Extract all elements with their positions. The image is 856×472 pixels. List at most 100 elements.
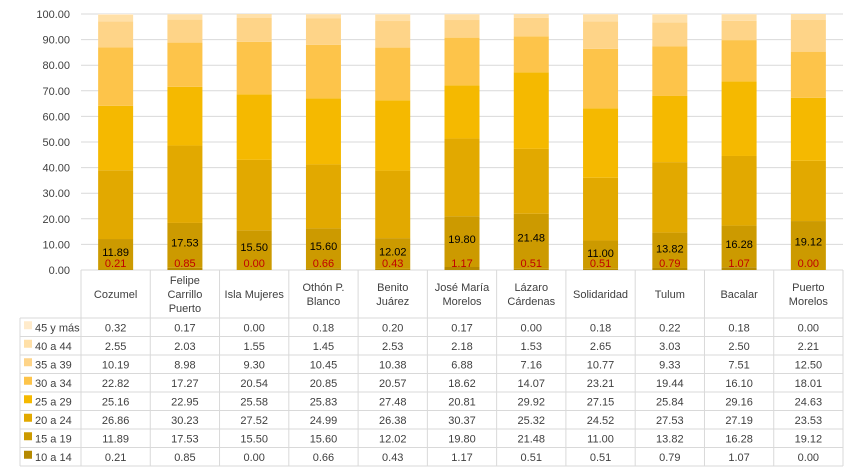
bar-segment-20-a-24 [305, 164, 341, 229]
table-cell: 25.58 [240, 396, 268, 408]
table-cell: 16.10 [725, 378, 753, 390]
bar-segment-15-a-19 [790, 221, 826, 270]
table-cell: 0.79 [659, 452, 680, 464]
table-cell: 10.45 [310, 359, 338, 371]
legend-key [24, 413, 32, 422]
legend-label: 45 y más [35, 322, 80, 334]
table-cell: 0.20 [382, 322, 403, 334]
table-cell: 0.22 [659, 322, 680, 334]
bar-segment-35-a-39 [583, 21, 619, 49]
table-cell: 27.53 [656, 415, 684, 427]
data-label-15-19: 19.12 [795, 237, 823, 249]
bar-segment-30-a-34 [513, 36, 549, 73]
table-cell: 27.19 [725, 415, 753, 427]
table-cell: 20.81 [448, 396, 476, 408]
table-cell: 0.00 [798, 452, 819, 464]
data-label-10-14: 0.43 [382, 258, 403, 270]
legend-key [24, 321, 32, 330]
bar-segment-25-a-29 [167, 86, 203, 146]
table-cell: 20.54 [240, 378, 268, 390]
bar-segment-25-a-29 [790, 97, 826, 161]
legend-key [24, 358, 32, 367]
table-cell: 25.84 [656, 396, 684, 408]
table-cell: 0.17 [174, 322, 195, 334]
bar-segment-25-a-29 [236, 94, 272, 160]
table-cell: 19.44 [656, 378, 684, 390]
legend-key [24, 395, 32, 404]
bar-segment-20-a-24 [721, 155, 757, 226]
y-tick-label: 70.00 [42, 86, 70, 98]
y-tick-label: 50.00 [42, 137, 70, 149]
bar-segment-10-a-14 [444, 267, 480, 270]
table-cell: 0.43 [382, 452, 403, 464]
y-tick-label: 40.00 [42, 163, 70, 175]
table-cell: 0.21 [105, 452, 126, 464]
bar-segment-20-a-24 [583, 177, 619, 241]
table-cell: 10.38 [379, 359, 407, 371]
table-cell: 14.07 [518, 378, 546, 390]
table-cell: 15.60 [310, 433, 338, 445]
data-label-10-14: 0.79 [659, 258, 680, 270]
table-cell: 0.00 [243, 322, 264, 334]
category-label: Puerto [169, 303, 201, 315]
table-cell: 2.53 [382, 341, 403, 353]
bar-segment-40-a-44 [721, 14, 757, 21]
bar-segment-40-a-44 [513, 14, 549, 18]
category-label: José María [435, 282, 490, 294]
table-cell: 19.80 [448, 433, 476, 445]
table-cell: 24.52 [587, 415, 615, 427]
bar-segment-10-a-14 [721, 267, 757, 270]
table-cell: 17.27 [171, 378, 199, 390]
bar-segment-20-a-24 [236, 159, 272, 231]
table-cell: 0.18 [313, 322, 334, 334]
bar-segment-40-a-44 [583, 14, 619, 22]
legend-key [24, 432, 32, 441]
table-cell: 0.85 [174, 452, 195, 464]
bar-segment-30-a-34 [375, 47, 411, 101]
bar-segment-40-a-44 [167, 14, 203, 20]
data-label-10-14: 0.85 [174, 258, 195, 270]
bar-segment-25-a-29 [98, 105, 134, 171]
bar-segment-45-y-más [98, 14, 134, 15]
table-cell: 7.16 [521, 359, 542, 371]
category-label: Isla Mujeres [225, 289, 285, 301]
bar-segment-25-a-29 [444, 85, 480, 139]
table-cell: 3.03 [659, 341, 680, 353]
data-label-15-19: 21.48 [518, 232, 546, 244]
bar-segment-15-a-19 [583, 240, 619, 269]
bar-segment-30-a-34 [652, 46, 688, 96]
data-label-10-14: 0.00 [798, 258, 819, 270]
category-label: Carrillo [167, 289, 202, 301]
table-cell: 0.17 [451, 322, 472, 334]
table-cell: 19.12 [795, 433, 823, 445]
bar-segment-25-a-29 [583, 108, 619, 178]
y-tick-label: 60.00 [42, 111, 70, 123]
table-cell: 20.57 [379, 378, 407, 390]
legend-label: 30 a 34 [35, 378, 72, 390]
bar-segment-10-a-14 [98, 269, 134, 270]
table-cell: 12.50 [795, 359, 823, 371]
bar-segment-25-a-29 [375, 100, 411, 171]
bar-segment-40-a-44 [236, 14, 272, 18]
table-cell: 1.53 [521, 341, 542, 353]
table-cell: 20.85 [310, 378, 338, 390]
legend-label: 25 a 29 [35, 396, 72, 408]
data-label-15-19: 15.50 [240, 242, 268, 254]
table-cell: 2.50 [728, 341, 749, 353]
table-cell: 9.33 [659, 359, 680, 371]
bar-segment-10-a-14 [652, 267, 688, 270]
category-label: Bacalar [720, 289, 758, 301]
bar-segment-35-a-39 [236, 17, 272, 42]
bar-segment-20-a-24 [444, 138, 480, 217]
table-cell: 16.28 [725, 433, 753, 445]
category-label: Puerto [792, 282, 824, 294]
y-tick-label: 80.00 [42, 60, 70, 72]
data-label-15-19: 11.89 [102, 247, 129, 259]
data-label-10-14: 0.66 [313, 258, 334, 270]
legend-label: 10 a 14 [35, 452, 72, 464]
legend-label: 15 a 19 [35, 433, 72, 445]
table-cell: 9.30 [243, 359, 264, 371]
y-tick-label: 20.00 [42, 214, 70, 226]
table-cell: 27.52 [240, 415, 268, 427]
bar-segment-35-a-39 [790, 19, 826, 52]
